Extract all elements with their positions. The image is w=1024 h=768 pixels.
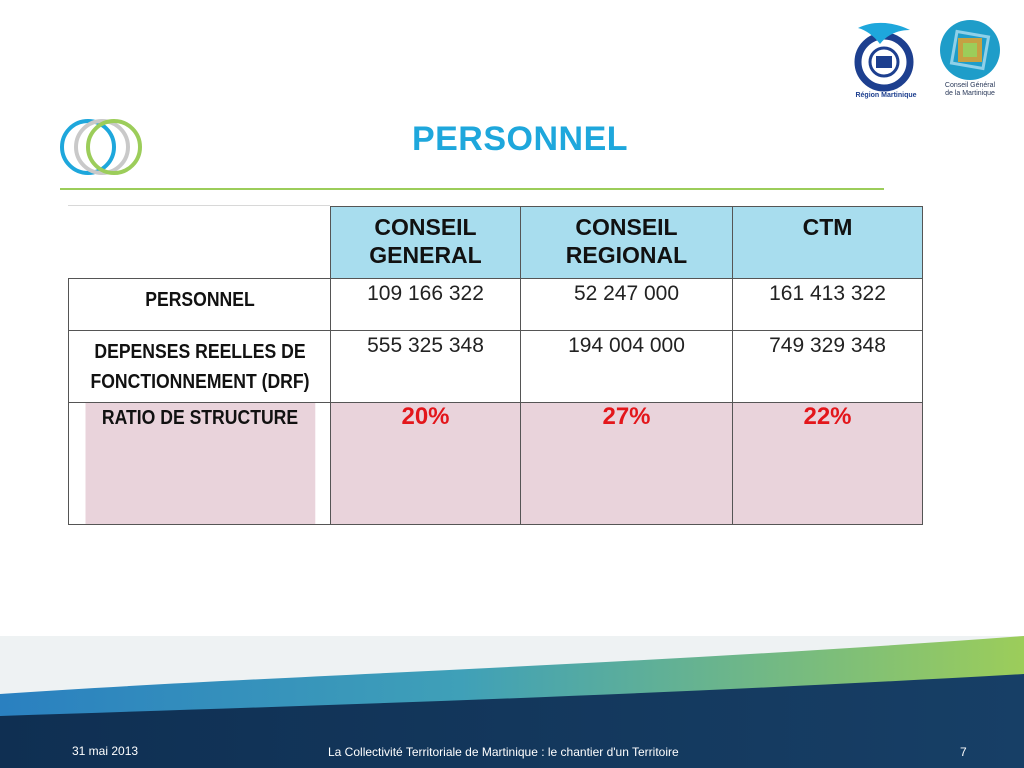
- cell-ratio-cg: 20%: [330, 402, 521, 525]
- cell-drf-ctm: 749 329 348: [732, 330, 923, 403]
- table-header-row: CONSEIL GENERAL CONSEIL REGIONAL CTM: [68, 206, 923, 279]
- table-row: DEPENSES REELLES DE FONCTIONNEMENT (DRF)…: [69, 330, 923, 403]
- row-label-drf: DEPENSES REELLES DE FONCTIONNEMENT (DRF): [83, 330, 316, 403]
- cell-drf-cr: 194 004 000: [520, 330, 733, 403]
- rings-logo-icon: [60, 119, 142, 175]
- cg-logo-caption-line1: Conseil Général: [944, 82, 996, 89]
- table-row: PERSONNEL 109 166 322 52 247 000 161 413…: [69, 278, 923, 331]
- personnel-table: CONSEIL GENERAL CONSEIL REGIONAL CTM PER…: [68, 206, 923, 525]
- title-divider: [60, 188, 884, 190]
- region-martinique-logo: Région Martinique: [846, 18, 926, 108]
- cg-emblem-icon: [940, 20, 1000, 80]
- table-corner-cell: [68, 206, 331, 279]
- cell-personnel-cr: 52 247 000: [520, 278, 733, 331]
- cell-drf-cg: 555 325 348: [330, 330, 521, 403]
- region-emblem-icon: [854, 22, 914, 92]
- col-header-ctm: CTM: [732, 206, 923, 279]
- region-logo-caption: Région Martinique: [855, 92, 917, 99]
- cell-personnel-ctm: 161 413 322: [732, 278, 923, 331]
- footer-page-number: 7: [960, 745, 967, 759]
- table-top-rule: [68, 205, 330, 206]
- col-header-conseil-general: CONSEIL GENERAL: [330, 206, 521, 279]
- slide-title: PERSONNEL: [411, 120, 629, 158]
- cell-ratio-cr: 27%: [520, 402, 733, 525]
- row-label-personnel: PERSONNEL: [83, 278, 316, 331]
- cell-personnel-cg: 109 166 322: [330, 278, 521, 331]
- cg-logo-caption: Conseil Général de la Martinique: [934, 82, 1006, 98]
- footer-wave: [0, 636, 1024, 768]
- col-header-conseil-regional: CONSEIL REGIONAL: [520, 206, 733, 279]
- footer-title: La Collectivité Territoriale de Martiniq…: [328, 745, 679, 759]
- footer-date: 31 mai 2013: [72, 744, 139, 758]
- conseil-general-logo: Conseil Général de la Martinique: [934, 18, 1006, 108]
- cg-logo-caption-line2: de la Martinique: [945, 90, 995, 97]
- table-row: RATIO DE STRUCTURE 20% 27% 22%: [69, 402, 923, 525]
- cell-ratio-ctm: 22%: [732, 402, 923, 525]
- row-label-ratio: RATIO DE STRUCTURE: [83, 402, 316, 525]
